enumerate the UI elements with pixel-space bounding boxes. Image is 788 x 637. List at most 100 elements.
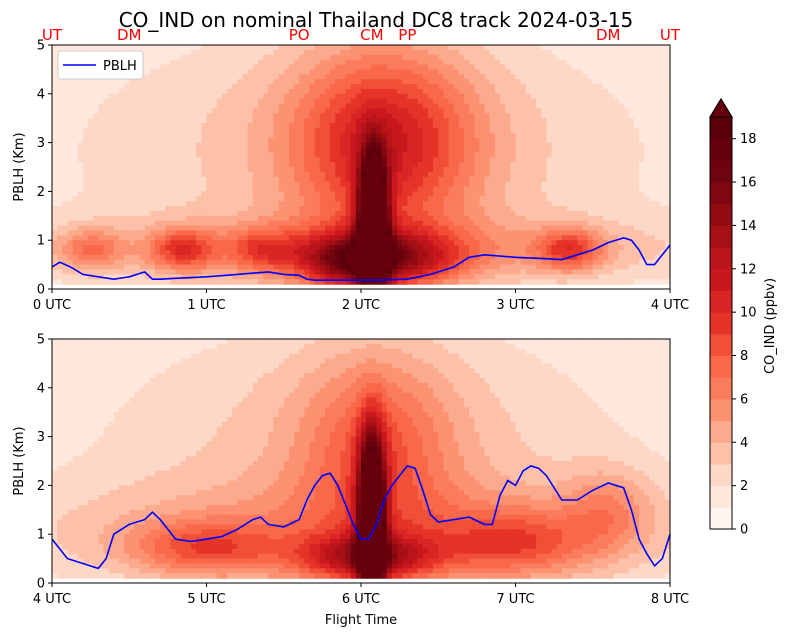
contour-cell bbox=[242, 79, 249, 85]
contour-cell bbox=[62, 245, 69, 251]
contour-cell bbox=[278, 54, 285, 61]
contour-cell bbox=[185, 254, 192, 261]
contour-cell bbox=[211, 157, 218, 163]
contour-cell bbox=[88, 220, 94, 227]
contour-cell bbox=[520, 152, 527, 158]
contour-cell bbox=[211, 225, 218, 232]
contour-cell bbox=[82, 88, 89, 95]
contour-cell bbox=[417, 254, 424, 261]
contour-cell bbox=[278, 220, 285, 227]
contour-cell bbox=[355, 88, 362, 95]
contour-cell bbox=[155, 59, 161, 66]
contour-cell bbox=[77, 84, 84, 90]
contour-cell bbox=[206, 269, 213, 275]
contour-cell bbox=[340, 113, 347, 119]
contour-cell bbox=[67, 210, 74, 217]
contour-cell bbox=[448, 235, 455, 241]
contour-cell bbox=[433, 108, 439, 114]
contour-cell bbox=[108, 84, 115, 90]
contour-cell bbox=[77, 108, 84, 114]
contour-cell bbox=[124, 254, 130, 261]
contour-cell bbox=[304, 196, 311, 202]
contour-cell bbox=[386, 59, 393, 66]
contour-cell bbox=[546, 245, 553, 251]
contour-cell bbox=[129, 132, 135, 139]
contour-cell bbox=[319, 49, 326, 56]
contour-cell bbox=[149, 240, 156, 246]
contour-cell bbox=[438, 245, 444, 251]
contour-cell bbox=[278, 108, 285, 114]
contour-cell bbox=[536, 93, 542, 100]
contour-cell bbox=[494, 259, 501, 266]
contour-cell bbox=[263, 127, 269, 134]
contour-cell bbox=[541, 132, 547, 139]
contour-cell bbox=[82, 79, 89, 85]
contour-cell bbox=[268, 176, 275, 183]
contour-cell bbox=[505, 186, 511, 192]
contour-cell bbox=[458, 206, 465, 212]
contour-cell bbox=[381, 127, 388, 134]
contour-cell bbox=[500, 152, 506, 158]
contour-cell bbox=[386, 279, 393, 285]
contour-cell bbox=[412, 249, 419, 256]
contour-cell bbox=[52, 269, 58, 275]
contour-cell bbox=[546, 240, 553, 246]
contour-cell bbox=[118, 201, 125, 207]
contour-cell bbox=[206, 84, 213, 90]
contour-cell bbox=[227, 181, 233, 188]
contour-cell bbox=[464, 196, 470, 202]
contour-cell bbox=[391, 225, 398, 232]
contour-cell bbox=[556, 171, 563, 178]
contour-cell bbox=[324, 201, 331, 207]
contour-cell bbox=[294, 103, 300, 110]
contour-cell bbox=[355, 132, 362, 139]
contour-cell bbox=[469, 230, 475, 236]
contour-cell bbox=[113, 113, 120, 119]
contour-cell bbox=[330, 113, 336, 119]
contour-cell bbox=[443, 54, 450, 61]
contour-cell bbox=[252, 162, 259, 168]
contour-cell bbox=[252, 93, 259, 100]
contour-cell bbox=[170, 45, 177, 51]
contour-cell bbox=[376, 74, 383, 80]
contour-cell bbox=[288, 157, 295, 163]
contour-cell bbox=[397, 123, 403, 129]
contour-cell bbox=[180, 113, 187, 119]
contour-cell bbox=[355, 201, 362, 207]
contour-cell bbox=[422, 225, 429, 232]
contour-cell bbox=[232, 108, 238, 114]
contour-cell bbox=[448, 69, 455, 75]
contour-cell bbox=[180, 45, 187, 51]
contour-cell bbox=[57, 225, 63, 232]
contour-cell bbox=[397, 176, 403, 183]
contour-cell bbox=[211, 79, 218, 85]
contour-cell bbox=[366, 191, 372, 197]
contour-cell bbox=[52, 245, 58, 251]
contour-cell bbox=[386, 191, 393, 197]
contour-cell bbox=[366, 274, 372, 280]
contour-cell bbox=[350, 127, 357, 134]
contour-cell bbox=[530, 171, 537, 178]
contour-cell bbox=[515, 210, 522, 217]
contour-cell bbox=[82, 45, 89, 51]
contour-cell bbox=[407, 123, 414, 129]
contour-cell bbox=[52, 186, 58, 192]
contour-cell bbox=[335, 118, 341, 124]
contour-cell bbox=[165, 88, 172, 95]
contour-cell bbox=[412, 54, 419, 61]
contour-cell bbox=[196, 235, 202, 241]
contour-cell bbox=[484, 186, 491, 192]
contour-cell bbox=[417, 191, 424, 197]
contour-cell bbox=[515, 45, 522, 51]
contour-cell bbox=[484, 225, 491, 232]
contour-cell bbox=[170, 103, 177, 110]
contour-cell bbox=[324, 235, 331, 241]
contour-cell bbox=[391, 215, 398, 222]
contour-cell bbox=[103, 113, 110, 119]
contour-cell bbox=[258, 245, 264, 251]
contour-cell bbox=[283, 225, 290, 232]
contour-cell bbox=[144, 274, 151, 280]
contour-cell bbox=[242, 108, 249, 114]
contour-cell bbox=[350, 157, 357, 163]
contour-cell bbox=[448, 142, 455, 149]
